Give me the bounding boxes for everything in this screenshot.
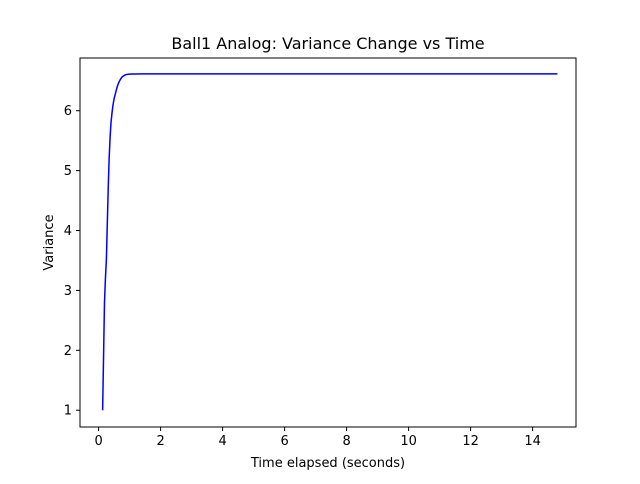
x-tick-label: 12: [462, 434, 479, 449]
y-tick-label: 2: [64, 344, 72, 359]
x-tick-label: 10: [400, 434, 417, 449]
chart-title: Ball1 Analog: Variance Change vs Time: [171, 34, 484, 53]
x-axis-label: Time elapsed (seconds): [250, 456, 405, 471]
x-tick-label: 6: [280, 434, 288, 449]
y-tick-label: 3: [64, 284, 72, 299]
y-tick-label: 5: [64, 164, 72, 179]
x-tick-label: 4: [218, 434, 226, 449]
x-tick-label: 2: [156, 434, 164, 449]
y-tick-label: 1: [64, 404, 72, 419]
y-tick-label: 6: [64, 104, 72, 119]
series-line-0: [101, 73, 558, 411]
y-axis-label: Variance: [42, 214, 57, 270]
x-tick-label: 0: [94, 434, 102, 449]
plot-frame: [79, 57, 577, 428]
y-tick-label: 4: [64, 224, 72, 239]
x-tick-label: 14: [524, 434, 541, 449]
x-tick-label: 8: [342, 434, 350, 449]
